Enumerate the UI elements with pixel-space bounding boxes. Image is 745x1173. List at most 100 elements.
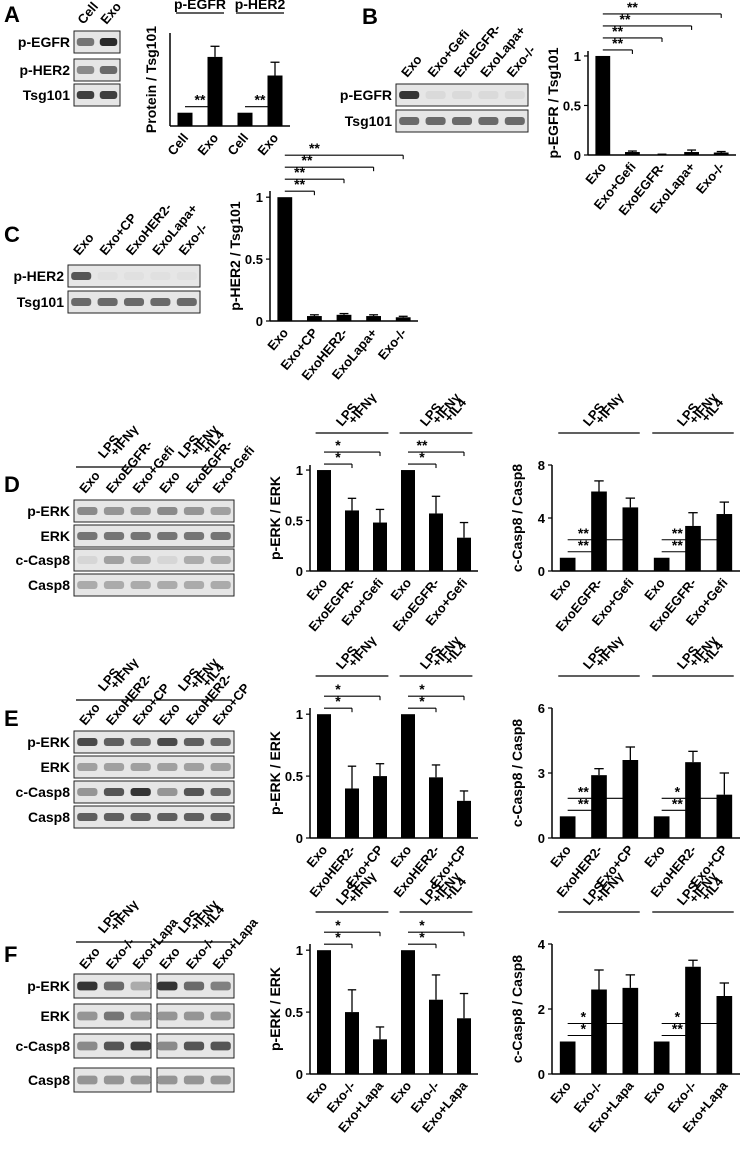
blot-membrane: [73, 524, 235, 548]
blot-band: [103, 763, 125, 771]
x-tick-label: Exo: [547, 575, 574, 603]
y-tick-label: 0: [538, 831, 545, 846]
y-tick-label: 0.5: [285, 514, 303, 529]
panel-letter: E: [4, 706, 19, 731]
significance-mark: **: [195, 92, 206, 108]
y-tick-label: 0: [296, 831, 303, 846]
chart-bar: [622, 987, 639, 1074]
blot-band: [103, 1041, 125, 1051]
condition-label: p-HER2: [235, 0, 286, 12]
blot-band: [157, 1011, 178, 1021]
chart-bar: [267, 75, 283, 126]
significance-mark: **: [672, 795, 683, 811]
significance-mark: **: [294, 176, 305, 192]
chart-bar: [401, 470, 415, 571]
blot-band: [77, 1011, 98, 1021]
blot-band: [71, 298, 92, 306]
blot-band: [130, 738, 151, 746]
significance-mark: **: [612, 23, 623, 39]
blot-band: [103, 556, 125, 564]
chart-bar: [401, 950, 415, 1074]
chart-bar: [207, 56, 223, 126]
significance-mark: *: [675, 1009, 681, 1025]
blot-band: [97, 272, 118, 280]
significance-mark: **: [578, 795, 589, 811]
blot-band: [210, 763, 231, 771]
blot-band: [399, 117, 420, 125]
blot-membrane: [73, 83, 121, 107]
blot-band: [103, 788, 125, 796]
blot-lane-label: Exo: [398, 52, 425, 80]
chart-bar: [345, 788, 359, 838]
y-axis-label: p-ERK / ERK: [267, 476, 283, 560]
blot-band: [77, 1041, 98, 1051]
blot-band: [157, 813, 178, 821]
blot-row-label: p-ERK: [27, 503, 70, 519]
chart-bar: [559, 1041, 576, 1074]
blot-band: [76, 38, 95, 46]
panel-letter: D: [4, 472, 20, 497]
chart-bar: [591, 989, 607, 1074]
chart-bar: [595, 55, 611, 156]
blot-band: [183, 556, 205, 564]
chart-bar: [457, 800, 471, 838]
blot-row-label: p-HER2: [13, 268, 64, 284]
chart-bar: [395, 317, 411, 321]
blot-band: [210, 556, 231, 564]
chart-bar: [591, 491, 607, 571]
significance-mark: **: [620, 11, 631, 27]
blot-band: [157, 556, 178, 564]
blot-membrane: [73, 30, 121, 54]
y-tick-label: 0.5: [285, 769, 303, 784]
blot-band: [183, 788, 205, 796]
x-tick-label: Cell: [164, 130, 191, 158]
chart-bar: [345, 1012, 359, 1074]
y-tick-label: 0: [574, 148, 581, 163]
chart-bar: [457, 537, 471, 571]
blot-band: [176, 298, 197, 306]
chart-bar: [429, 777, 443, 838]
y-tick-label: 1: [296, 707, 303, 722]
significance-mark: *: [335, 693, 341, 709]
blot-band: [130, 763, 151, 771]
blot-band: [210, 581, 231, 589]
x-tick-label: Exo: [547, 842, 574, 870]
blot-band: [157, 788, 178, 796]
blot-row-label: p-EGFR: [18, 34, 70, 50]
blot-row-label: p-EGFR: [340, 87, 392, 103]
significance-mark: **: [672, 525, 683, 541]
blot-band: [103, 981, 125, 991]
blot-band: [77, 532, 98, 540]
blot-row-label: Tsg101: [23, 87, 70, 103]
x-tick-label: Exo: [547, 1078, 574, 1106]
significance-mark: **: [578, 783, 589, 799]
blot-band: [130, 1041, 151, 1051]
significance-mark: **: [627, 0, 638, 15]
chart-bar: [317, 950, 331, 1074]
blot-band: [77, 763, 98, 771]
chart-bar: [429, 513, 443, 571]
y-tick-label: 1: [296, 943, 303, 958]
blot-band: [451, 91, 473, 99]
blot-band: [210, 813, 231, 821]
blot-band: [77, 738, 98, 746]
significance-mark: *: [335, 917, 341, 933]
blot-band: [123, 298, 145, 306]
blot-band: [210, 1075, 231, 1085]
chart-bar: [653, 557, 670, 571]
x-tick-label: Exo: [641, 575, 668, 603]
blot-band: [103, 1075, 125, 1085]
blot-band: [103, 738, 125, 746]
y-tick-label: 1: [296, 463, 303, 478]
blot-band: [103, 581, 125, 589]
blot-band: [76, 66, 95, 74]
blot-band: [130, 981, 151, 991]
significance-mark: **: [417, 437, 428, 453]
blot-membrane: [73, 58, 121, 82]
blot-band: [157, 507, 178, 515]
significance-mark: *: [581, 1009, 587, 1025]
chart-bar: [622, 507, 639, 571]
blot-band: [399, 91, 420, 99]
blot-row-label: Casp8: [28, 809, 70, 825]
blot-band: [130, 532, 151, 540]
